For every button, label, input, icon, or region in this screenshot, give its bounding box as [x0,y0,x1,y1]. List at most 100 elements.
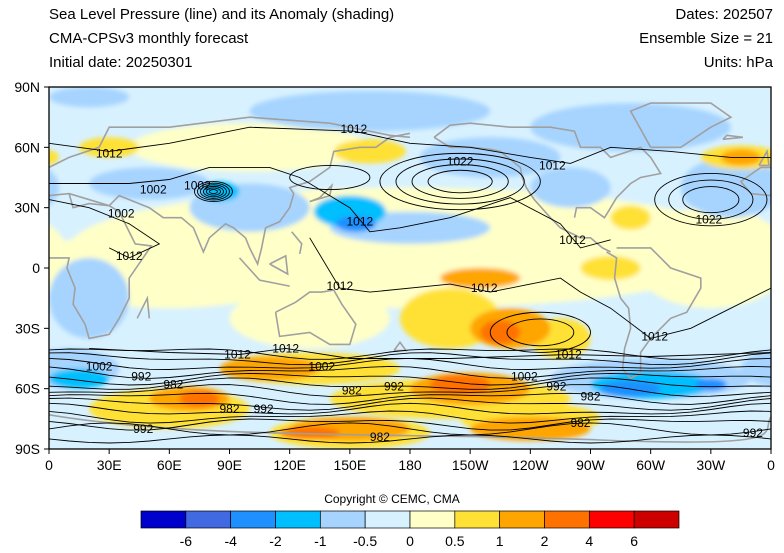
pressure-isobar [209,189,218,195]
coastline [136,295,151,319]
pressure-isobar [49,422,771,436]
colorbar-label: 1 [496,533,504,549]
lat-label: 90S [15,441,40,457]
coastline [758,148,770,167]
anomaly-patch [530,103,731,152]
coastline [739,166,771,197]
lat-label: 60N [14,139,40,155]
pressure-isobar [49,365,771,379]
coastline [433,122,662,219]
colorbar-swatch [588,510,635,529]
lat-label: 60S [15,381,40,397]
lon-label: 120W [512,457,549,473]
contour-label: 1012 [559,233,586,247]
lon-label: 90E [217,457,242,473]
lon-label: 30W [696,457,726,473]
contour-label: 992 [546,380,566,394]
contour-label: 1012 [539,158,566,172]
lon-label: 150W [452,457,489,473]
pressure-isobar [654,173,768,227]
initial-date: Initial date: 20250301 [49,54,193,71]
pressure-isobar [49,372,771,386]
lon-label: 0 [45,457,53,473]
contour-label: 1012 [272,341,299,355]
map-axes: 90N 60N 30N 0 30S 60S 90S 0 30E 60E 90E 120E 150E 180… [14,79,775,473]
units-label: Units: hPa [703,54,773,71]
pressure-isobar [49,126,771,164]
colorbar-swatch [499,510,545,529]
coastline [49,132,411,267]
contour-label: 1012 [326,279,353,293]
anomaly-patch [49,87,130,108]
contour-label: 1012 [116,249,143,263]
copyright-text: Copyright © CEMC, CMA [324,492,460,506]
anomaly-patch [440,268,521,289]
anomaly-patch [49,257,130,339]
pressure-isobar [411,164,509,199]
pressure-isobar [49,352,771,366]
colorbar-label: 4 [585,533,593,549]
anomaly-patch [694,378,727,391]
lon-label: 180 [398,457,422,473]
coastline [238,257,290,287]
colorbar-swatch [633,510,680,529]
contour-label: 982 [163,378,183,392]
colorbar-swatch [140,510,187,529]
anomaly-patch [279,426,340,439]
colorbar: -6 -4 -2 -1 -0.5 0 0.5 1 2 4 6 [140,510,680,549]
lon-label: 0 [767,457,775,473]
pressure-isobar [379,152,541,211]
pressure-isobar [194,181,233,203]
colorbar-label: -0.5 [353,533,377,549]
colorbar-swatch [364,510,411,529]
colorbar-label: 0.5 [445,533,465,549]
lon-label: 60W [636,457,666,473]
contour-label: 1002 [184,179,211,193]
anomaly-patch [89,167,210,200]
contour-label: 992 [131,370,151,384]
pressure-isobar [49,199,161,259]
colorbar-label: -4 [224,533,237,549]
pressure-isobar [49,402,771,415]
anomaly-patch [219,356,320,381]
pressure-isobar [49,348,771,360]
lat-label: 90N [14,79,40,95]
pressure-isobar [49,377,771,390]
colorbar-swatch [275,510,321,529]
lon-label: 90W [576,457,606,473]
colorbar-label: 2 [541,533,549,549]
contour-label: 1002 [511,370,538,384]
pressure-isobar [89,347,771,359]
pressure-isobar [197,182,230,201]
anomaly-patch [129,123,370,172]
anomaly-patch [49,169,60,206]
pressure-isobar [206,187,221,196]
contour-label: 982 [570,416,590,430]
coastline [291,231,303,255]
contour-label: 992 [384,380,404,394]
pressure-contours [49,126,771,444]
pressure-isobar [289,164,371,191]
pressure-isobar [200,184,227,199]
ensemble-size: Ensemble Size = 21 [639,30,773,47]
contour-label: 992 [133,422,153,436]
pressure-isobar [49,166,611,249]
contour-label: 1002 [86,360,113,374]
contour-label: 1012 [347,215,374,229]
coastlines [49,102,771,443]
colorbar-label: 6 [630,533,638,549]
anomaly-patch [49,149,60,166]
coastline [269,254,289,276]
anomaly-patch [179,390,220,407]
contour-label: 982 [219,402,239,416]
colorbar-swatch [409,510,456,529]
contour-label: 992 [743,426,763,440]
lat-label: 30S [15,320,40,336]
contour-label: 1022 [695,213,722,227]
lat-label: 30N [14,200,40,216]
contour-label: 1012 [224,347,251,361]
pressure-isobar [395,158,525,205]
lon-label: 150E [333,457,366,473]
pressure-isobar [309,237,771,339]
